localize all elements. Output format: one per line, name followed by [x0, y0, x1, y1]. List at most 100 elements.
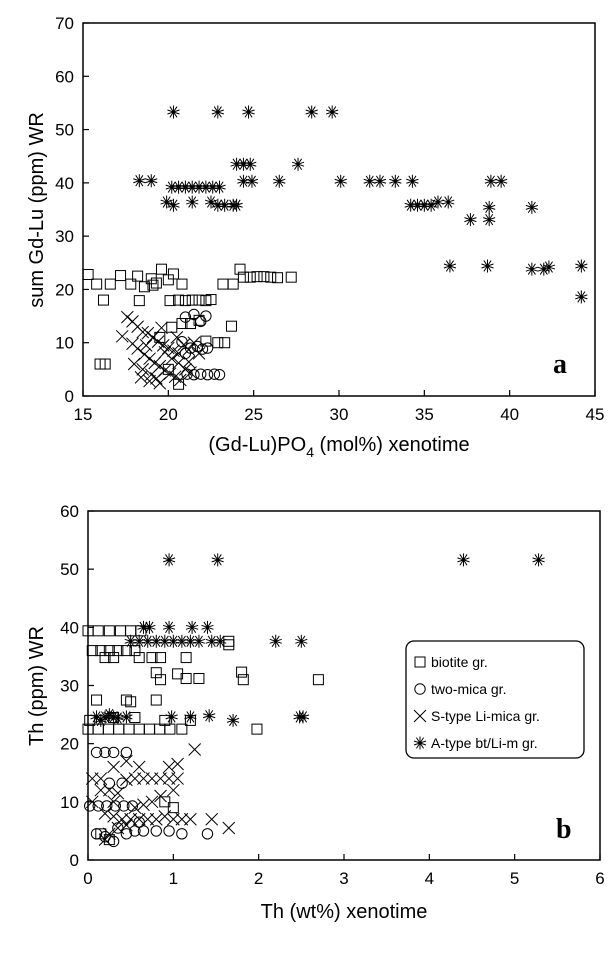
x-axis-title-b: Th (wt%) xenotime [261, 901, 428, 923]
data-point-x [173, 373, 187, 387]
legend-box [405, 640, 585, 759]
data-point-x [127, 357, 141, 371]
data-point-asterisk [141, 634, 155, 649]
y-tick-label: 0 [70, 851, 79, 870]
data-point-asterisk [245, 174, 259, 189]
legend-item: biotite gr. [414, 654, 488, 670]
data-point-circle [133, 816, 145, 828]
data-points-a [82, 104, 588, 390]
data-point-asterisk [211, 552, 225, 567]
data-point-asterisk [185, 620, 199, 635]
data-point-square [272, 272, 284, 284]
data-point-asterisk [136, 620, 150, 635]
data-point-asterisk [294, 634, 308, 649]
y-tick-label: 60 [55, 67, 74, 86]
data-point-asterisk [463, 212, 477, 227]
data-point-x [205, 812, 219, 826]
data-point-x [149, 812, 163, 826]
data-point-x [119, 754, 133, 768]
data-point-asterisk [482, 200, 496, 215]
data-point-asterisk [494, 174, 508, 189]
legend-item: A-type bt/Li-m gr. [413, 735, 538, 751]
data-point-square [176, 278, 188, 290]
data-point-asterisk [480, 258, 494, 273]
data-point-square [244, 271, 256, 283]
legend-label: biotite gr. [431, 654, 488, 670]
data-point-square [103, 625, 115, 637]
panel-letter-a: a [553, 349, 567, 380]
data-point-x [184, 366, 198, 380]
data-point-x [162, 760, 176, 774]
data-point-asterisk [363, 174, 377, 189]
data-point-square [114, 625, 126, 637]
x-axis-title-a: (Gd-Lu)PO4 (mol%) xenotime [208, 434, 469, 460]
y-tick-label: 10 [60, 793, 79, 812]
data-point-square [285, 271, 297, 283]
data-point-asterisk [388, 174, 402, 189]
data-point-x [183, 812, 197, 826]
data-point-x [107, 760, 121, 774]
data-point-asterisk [149, 634, 163, 649]
data-point-asterisk [200, 620, 214, 635]
data-point-x [153, 376, 167, 390]
data-point-square [265, 271, 277, 283]
data-point-asterisk [162, 552, 176, 567]
x-tick-label: 35 [415, 405, 434, 424]
y-tick-label: 40 [55, 174, 74, 193]
data-point-asterisk [305, 104, 319, 119]
data-point-square [237, 271, 249, 283]
data-point-asterisk [574, 289, 588, 304]
x-tick-label: 2 [254, 869, 263, 888]
data-point-x [132, 760, 146, 774]
legend-label: two-mica gr. [431, 681, 506, 697]
data-point-asterisk [325, 104, 339, 119]
data-point-square [104, 278, 116, 290]
data-point-square [82, 269, 94, 281]
data-point-x [172, 346, 186, 360]
data-point-x [158, 809, 172, 823]
data-point-square [132, 270, 144, 282]
y-tick-label: 20 [55, 280, 74, 299]
data-point-x [98, 806, 112, 820]
series-x-b [85, 742, 236, 847]
data-point-asterisk [236, 174, 250, 189]
data-point-square [125, 625, 137, 637]
data-point-asterisk [525, 262, 539, 277]
series-square-b [82, 625, 324, 846]
legend-label: S-type Li-mica gr. [431, 708, 540, 724]
data-point-square [234, 263, 246, 275]
data-point-x [188, 742, 202, 756]
data-point-x [165, 352, 179, 366]
data-point-x [166, 783, 180, 797]
data-point-asterisk [142, 620, 156, 635]
data-point-square [92, 625, 104, 637]
data-point-square [91, 278, 103, 290]
data-point-x [107, 809, 121, 823]
data-point-square [143, 723, 155, 735]
data-point-square [223, 639, 235, 651]
panel-letter-b: b [556, 814, 572, 845]
legend-item: S-type Li-mica gr. [413, 708, 540, 724]
data-point-square [133, 652, 145, 664]
data-point-square [97, 294, 109, 306]
x-tick-label: 25 [244, 405, 263, 424]
data-point-asterisk [144, 173, 158, 188]
data-point-x [136, 798, 150, 812]
data-point-asterisk [166, 634, 180, 649]
data-point-square [212, 337, 224, 349]
data-point-x [171, 757, 185, 771]
data-point-x [139, 338, 153, 352]
data-point-x [131, 342, 145, 356]
data-point-asterisk [132, 173, 146, 188]
y-tick-label: 70 [55, 14, 74, 33]
data-point-square [113, 723, 125, 735]
data-point-asterisk [185, 195, 199, 210]
y-tick-label: 50 [55, 121, 74, 140]
x-tick-label: 4 [425, 869, 434, 888]
series-square-a [82, 263, 297, 390]
data-point-x [222, 821, 236, 835]
y-tick-label: 60 [60, 502, 79, 521]
data-point-x [143, 352, 157, 366]
